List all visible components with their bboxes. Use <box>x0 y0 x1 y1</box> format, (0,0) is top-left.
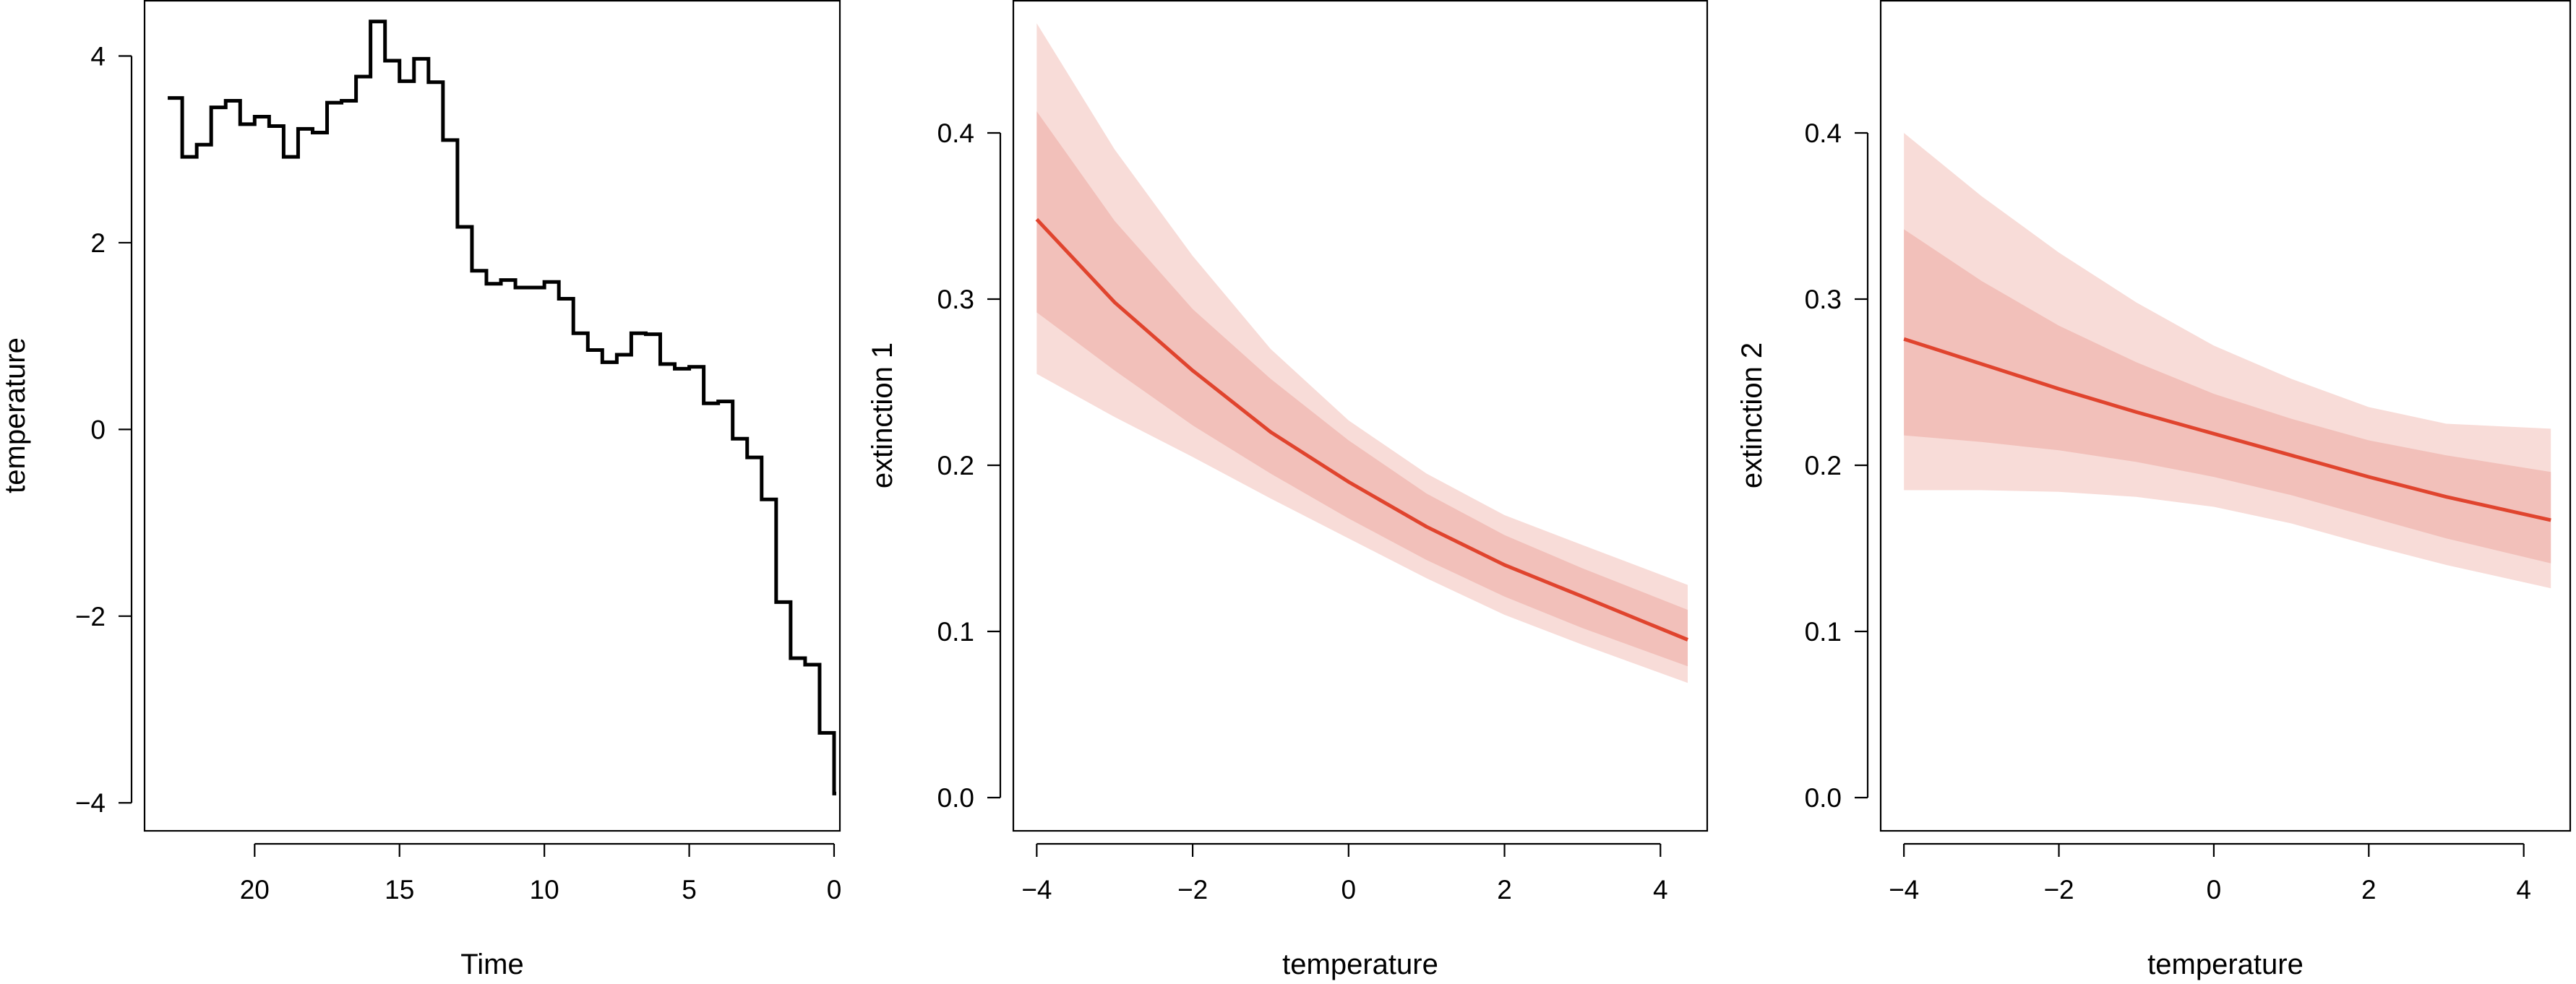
plot-frame <box>143 0 841 832</box>
x-tick-label: 5 <box>682 875 697 905</box>
x-tick-label: 0 <box>827 875 842 905</box>
x-tick-label: 15 <box>385 875 414 905</box>
y-tick-label: 0.0 <box>937 783 974 813</box>
x-tick-label: 4 <box>1653 875 1668 905</box>
y-tick-label: 0.2 <box>937 451 974 480</box>
confidence-band-inner <box>1904 229 2551 564</box>
y-tick-label: 4 <box>90 42 106 72</box>
x-tick-label: −4 <box>1889 875 1919 905</box>
series-step-line <box>168 20 836 795</box>
y-tick-label: 0 <box>90 415 106 444</box>
x-tick-label: 10 <box>530 875 559 905</box>
y-tick-label: 0.1 <box>1805 617 1842 647</box>
y-tick-label: 0.2 <box>1805 451 1842 480</box>
y-tick-label: 2 <box>90 228 106 258</box>
y-axis-title: temperature <box>0 337 31 493</box>
series-fit-line <box>1903 337 2551 522</box>
x-tick-label: 4 <box>2516 875 2531 905</box>
x-tick-label: −4 <box>1021 875 1052 905</box>
confidence-band-inner <box>1036 111 1688 667</box>
x-tick-label: 20 <box>240 875 270 905</box>
y-tick-label: −4 <box>75 788 106 818</box>
y-tick-label: 0.3 <box>937 285 974 314</box>
y-tick-label: 0.1 <box>937 617 974 647</box>
series-fit-line <box>1035 217 1688 642</box>
y-tick-label: 0.0 <box>1805 783 1842 813</box>
plot-frame <box>1012 0 1709 832</box>
panel-2: −4 −2 0 2 4 0.0 0.1 0.2 0.3 0.4 temperature extinct… <box>867 0 1709 980</box>
x-tick-label: 2 <box>1497 875 1512 905</box>
x-tick-label: −2 <box>2043 875 2074 905</box>
y-axis-title: extinction 2 <box>1736 342 1768 488</box>
x-axis-title: temperature <box>2147 949 2304 980</box>
plot-frame <box>1879 0 2572 832</box>
y-tick-label: 0.4 <box>1805 118 1842 148</box>
y-tick-label: 0.4 <box>937 118 974 148</box>
x-axis-title: temperature <box>1282 949 1438 980</box>
x-tick-label: −2 <box>1177 875 1208 905</box>
y-tick-label: 0.3 <box>1805 285 1842 314</box>
x-tick-label: 2 <box>2361 875 2377 905</box>
y-axis-title: extinction 1 <box>867 342 898 488</box>
x-tick-label: 0 <box>2207 875 2222 905</box>
panel-3: −4 −2 0 2 4 0.0 0.1 0.2 0.3 0.4 temperature extinct… <box>1736 0 2572 980</box>
y-tick-label: −2 <box>75 602 106 631</box>
x-axis-title: Time <box>460 949 523 980</box>
x-tick-label: 0 <box>1341 875 1357 905</box>
